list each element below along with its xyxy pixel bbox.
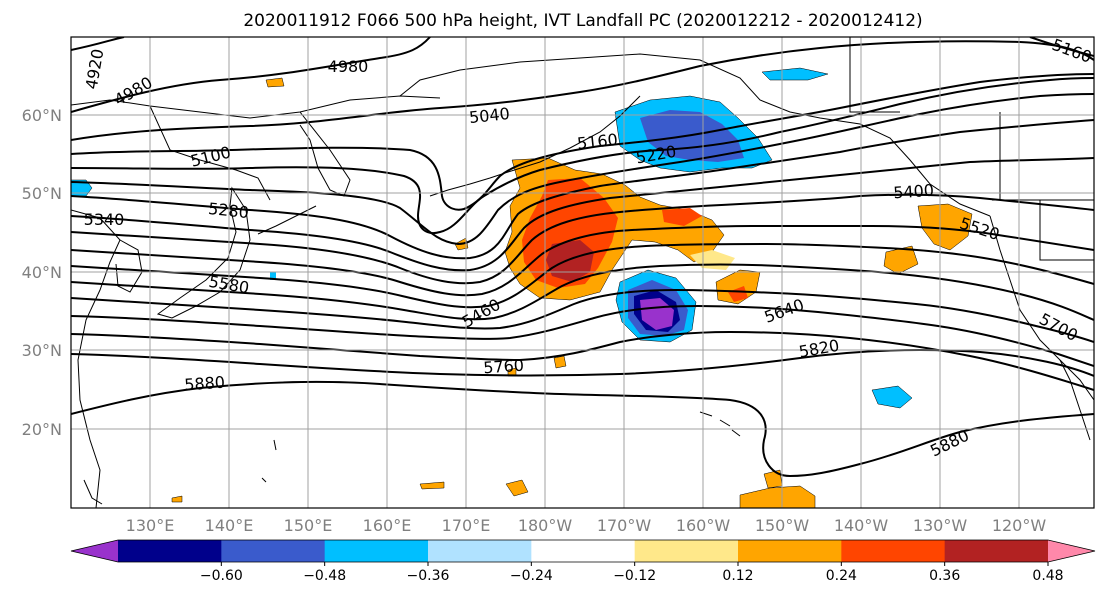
lat-tick-label: 30°N: [22, 341, 62, 360]
colorbar-tick-label: 0.48: [1032, 568, 1063, 584]
contour-5640: [71, 288, 1094, 343]
lon-tick-label: 150°E: [284, 516, 333, 535]
border-provinces: [999, 112, 1094, 261]
colorbar-tick-label: 0.12: [722, 568, 753, 584]
ivt-anomaly-orange-speck-2: [419, 481, 445, 490]
ivt-anomaly-orange-speck-1: [505, 479, 529, 497]
coast-alaska-peninsula: [489, 95, 641, 179]
longitude-labels: 130°E 140°E 150°E 160°E 170°E 180°W 170°…: [126, 516, 1047, 535]
colorbar-segment: [221, 540, 326, 562]
colorbar: −0.60 −0.48 −0.36 −0.24 −0.12 0.12 0.24 0.36 0.4…: [70, 539, 1096, 584]
colorbar-tick-label: 0.36: [929, 568, 960, 584]
lon-tick-label: 160°E: [363, 516, 412, 535]
colorbar-tick-label: −0.24: [510, 568, 553, 584]
contour-5520: [71, 242, 1094, 309]
colorbar-segment: [634, 540, 739, 562]
contour-5160: [71, 77, 1094, 234]
contour-5040: [71, 40, 1094, 141]
colorbar-extend-low: [71, 540, 118, 562]
contour-5100: [71, 73, 1094, 211]
lat-tick-label: 20°N: [22, 420, 62, 439]
ivt-anomaly-red-main: [522, 178, 618, 288]
contour-5880-west: [71, 380, 1094, 478]
coast-kurils: [257, 205, 317, 235]
ivt-anomaly-orange-speck-4: [265, 77, 285, 88]
contour-label: 5280: [207, 199, 249, 222]
graticule: [71, 37, 1094, 508]
latitude-labels: 60°N 50°N 40°N 30°N 20°N: [22, 106, 62, 439]
lon-tick-label: 120°W: [992, 516, 1047, 535]
colorbar-tick-label: −0.36: [407, 568, 450, 584]
lon-tick-label: 130°E: [126, 516, 175, 535]
lat-tick-label: 50°N: [22, 184, 62, 203]
coast-hawaii: [699, 411, 741, 437]
lon-tick-label: 140°E: [205, 516, 254, 535]
colorbar-segment: [531, 540, 636, 562]
lon-tick-label: 140°W: [834, 516, 889, 535]
colorbar-tick-label: −0.12: [613, 568, 656, 584]
contour-label: 4980: [328, 57, 369, 76]
ivt-anomaly-orange-east-2: [883, 245, 919, 275]
ivt-anomaly-cyan-east: [871, 385, 913, 409]
colorbar-segment: [841, 540, 946, 562]
colorbar-tick-label: 0.24: [826, 568, 857, 584]
colorbar-segment: [324, 540, 429, 562]
lon-tick-label: 170°E: [442, 516, 491, 535]
ivt-anomaly-red-small: [728, 286, 748, 302]
map-frame: [70, 36, 1095, 509]
colorbar-tick-label: −0.48: [303, 568, 346, 584]
ivt-anomaly-red-east: [662, 208, 702, 226]
contour-5460: [71, 224, 1094, 297]
contour-5400: [71, 193, 1094, 285]
contour-4980-west: [71, 37, 431, 113]
colorbar-extend-high: [1048, 540, 1095, 562]
coast-baja: [1059, 359, 1091, 441]
lon-tick-label: 180°W: [518, 516, 573, 535]
colorbar-segment: [118, 540, 222, 562]
height-contours: [71, 37, 1094, 478]
coastlines: [71, 37, 1094, 508]
contour-5340: [71, 157, 1094, 272]
ivt-anomaly-orange-speck-6: [553, 355, 567, 369]
colorbar-segment: [944, 540, 1049, 562]
contour-5280: [71, 119, 1094, 260]
lon-tick-label: 150°W: [755, 516, 810, 535]
lon-tick-label: 130°W: [913, 516, 968, 535]
contour-label: 5880: [184, 373, 226, 395]
contour-label: 5040: [468, 104, 510, 127]
border-alaska-canada: [849, 37, 900, 113]
contour-label: 5760: [483, 356, 525, 378]
chart-title: 2020011912 F066 500 hPa height, IVT Land…: [243, 11, 922, 31]
coast-islands-south: [83, 439, 277, 505]
colorbar-segment: [428, 540, 532, 562]
contour-label: 5400: [893, 181, 935, 203]
contour-5160-ne: [1029, 37, 1094, 57]
contour-label: 5160: [576, 130, 618, 153]
coast-japan: [156, 186, 251, 319]
lat-tick-label: 60°N: [22, 106, 62, 125]
contour-5700: [71, 304, 1094, 367]
ivt-anomaly-orange-east: [917, 203, 973, 251]
contour-5580: [71, 263, 1094, 321]
colorbar-segment: [738, 540, 842, 562]
ivt-anomaly-cyan-west: [71, 179, 93, 197]
contour-4920: [71, 37, 125, 51]
ivt-anomaly-cyan-small-north: [761, 67, 829, 81]
contour-label: 5340: [84, 210, 125, 229]
ivt-anomaly-orange-speck-3: [171, 495, 183, 503]
coast-asia-main: [71, 209, 121, 508]
lat-tick-label: 40°N: [22, 263, 62, 282]
coast-korea: [115, 239, 143, 293]
ivt-anomaly-orange-south: [739, 485, 816, 508]
coast-russia-north: [71, 95, 441, 119]
coast-okhotsk: [149, 105, 271, 201]
colorbar-tick-label: −0.60: [200, 568, 243, 584]
lon-tick-label: 170°W: [597, 516, 652, 535]
contour-5820: [71, 349, 1094, 377]
lon-tick-label: 160°W: [676, 516, 731, 535]
